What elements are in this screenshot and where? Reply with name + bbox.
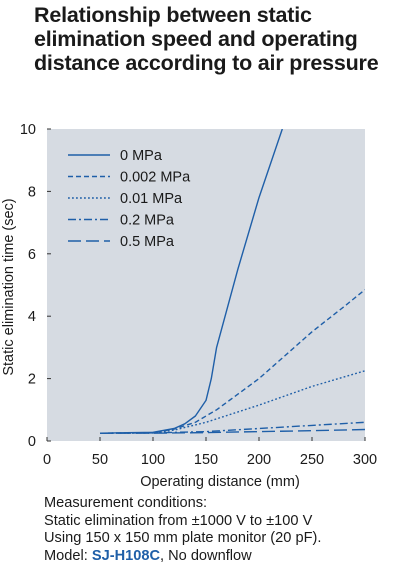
- x-tick-label: 200: [247, 452, 271, 468]
- series-line-2: [99, 289, 365, 434]
- y-tick-label: 4: [28, 309, 36, 325]
- legend-label-1: 0 MPa: [120, 148, 163, 164]
- x-tick-label: 250: [300, 452, 324, 468]
- y-axis-label: Static elimination time (sec): [1, 198, 17, 375]
- model-suffix: , No downflow: [160, 547, 252, 564]
- conditions-line-model: Model: SJ-H108C, No downflow: [44, 548, 321, 566]
- measurement-conditions: Measurement conditions: Static eliminati…: [44, 495, 321, 565]
- x-tick-label: 150: [194, 452, 218, 468]
- x-axis-label: Operating distance (mm): [140, 474, 300, 490]
- chart-title-line-2: elimination speed and operating: [34, 27, 358, 51]
- x-tick-label: 300: [353, 452, 377, 468]
- y-tick-label: 0: [28, 434, 36, 450]
- line-chart: 0 50 100 150 200 250 300 0 2 4 6 8 10 0 MPa 0.002 MPa…: [1, 122, 377, 490]
- legend-label-4: 0.2 MPa: [120, 213, 175, 229]
- y-tick-label: 6: [28, 247, 36, 263]
- series-layer: [99, 129, 365, 434]
- chart-title-line-3: distance according to air pressure: [34, 51, 379, 75]
- chart-title: Relationship between static elimination …: [34, 3, 419, 75]
- x-tick-label: 100: [141, 452, 165, 468]
- model-prefix: Model:: [44, 547, 92, 564]
- x-tick-label: 50: [92, 452, 108, 468]
- y-tick-label: 10: [20, 122, 36, 138]
- x-tick-label: 0: [43, 452, 51, 468]
- y-tick-label: 2: [28, 372, 36, 388]
- legend: 0 MPa 0.002 MPa 0.01 MPa 0.2 MPa 0.5 MPa: [68, 148, 191, 250]
- conditions-heading: Measurement conditions:: [44, 495, 208, 511]
- legend-label-3: 0.01 MPa: [120, 191, 183, 207]
- chart-title-line-1: Relationship between static: [34, 3, 312, 27]
- legend-label-5: 0.5 MPa: [120, 234, 175, 250]
- model-name: SJ-H108C: [91, 547, 160, 564]
- legend-label-2: 0.002 MPa: [120, 170, 191, 186]
- axes-layer: 0 50 100 150 200 250 300 0 2 4 6 8 10: [20, 122, 377, 468]
- y-tick-label: 8: [28, 184, 36, 200]
- plot-area: [47, 129, 365, 441]
- series-line-5: [100, 428, 365, 434]
- conditions-line-voltage: Static elimination from ±1000 V to ±100 …: [44, 512, 313, 529]
- conditions-line-monitor: Using 150 x 150 mm plate monitor (20 pF)…: [44, 530, 322, 546]
